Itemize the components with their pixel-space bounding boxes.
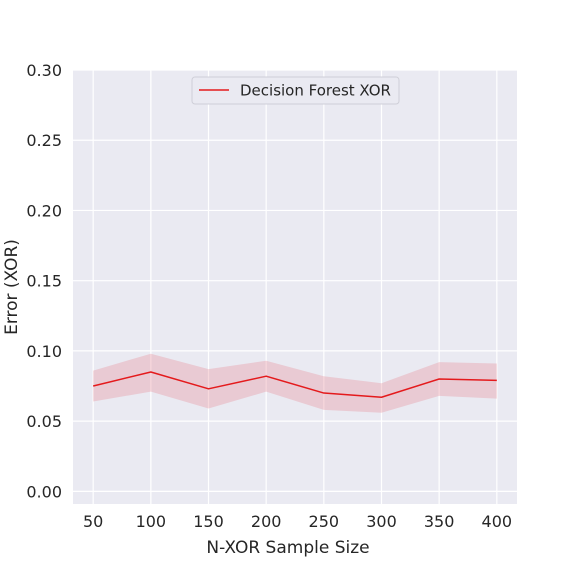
y-tick-label: 0.10 bbox=[26, 342, 62, 361]
y-tick-label: 0.30 bbox=[26, 61, 62, 80]
x-tick-label: 400 bbox=[482, 512, 513, 531]
legend-label: Decision Forest XOR bbox=[240, 82, 391, 100]
y-tick-label: 0.20 bbox=[26, 201, 62, 220]
y-axis-title: Error (XOR) bbox=[2, 239, 22, 335]
y-tick-label: 0.25 bbox=[26, 131, 62, 150]
x-tick-label: 100 bbox=[136, 512, 167, 531]
x-tick-labels: 50 100 150 200 250 300 350 400 bbox=[83, 512, 512, 531]
x-axis-title: N-XOR Sample Size bbox=[206, 538, 369, 558]
legend-box bbox=[191, 76, 400, 105]
x-tick-label: 150 bbox=[193, 512, 224, 531]
y-tick-label: 0.05 bbox=[26, 412, 62, 431]
x-tick-label: 300 bbox=[366, 512, 397, 531]
y-tick-label: 0.00 bbox=[26, 482, 62, 501]
y-tick-labels: 0.00 0.05 0.10 0.15 0.20 0.25 0.30 bbox=[26, 61, 62, 501]
x-tick-label: 250 bbox=[309, 512, 340, 531]
y-tick-label: 0.15 bbox=[26, 272, 62, 291]
y-gridlines bbox=[73, 69, 517, 492]
plot-background bbox=[73, 70, 517, 504]
x-tick-label: 50 bbox=[83, 512, 103, 531]
x-gridlines bbox=[92, 70, 498, 504]
series-layer bbox=[93, 353, 497, 413]
x-tick-label: 200 bbox=[251, 512, 282, 531]
confidence-band bbox=[93, 353, 497, 413]
legend: Decision Forest XOR bbox=[191, 76, 400, 105]
series-line bbox=[93, 371, 497, 399]
x-tick-label: 350 bbox=[424, 512, 455, 531]
